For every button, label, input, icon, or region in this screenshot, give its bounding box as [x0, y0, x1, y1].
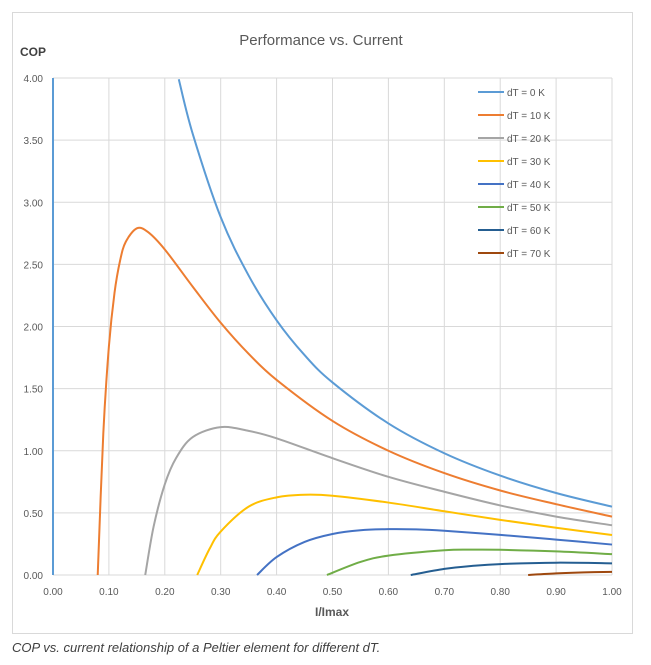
x-axis-label: I/Imax [315, 605, 349, 619]
chart-frame [12, 12, 633, 634]
x-tick-label: 0.30 [211, 587, 231, 598]
x-tick-label: 0.00 [43, 587, 63, 598]
series-line-dt-70k [528, 570, 613, 576]
x-tick-label: 0.20 [155, 587, 175, 598]
x-tick-label: 0.60 [379, 587, 399, 598]
figure-caption: COP vs. current relationship of a Peltie… [12, 640, 381, 655]
series-lines [52, 78, 613, 576]
y-tick-label: 3.50 [24, 136, 44, 147]
y-tick-label: 1.50 [24, 385, 44, 396]
legend-label-dt-70k: dT = 70 K [507, 249, 551, 260]
x-tick-label: 0.40 [267, 587, 287, 598]
series-line-dt-50k [326, 548, 613, 576]
chart-title: Performance vs. Current [239, 32, 403, 49]
legend-label-dt-10k: dT = 10 K [507, 111, 551, 122]
y-tick-label: 0.00 [24, 571, 44, 582]
y-tick-label: 3.00 [24, 198, 44, 209]
gridlines [52, 77, 613, 576]
legend-label-dt-0k: dT = 0 K [507, 88, 545, 99]
series-line-dt-0k [177, 78, 613, 508]
x-tick-label: 0.80 [490, 587, 510, 598]
series-line-dt-30k [196, 493, 613, 576]
series-line-dt-60k [410, 561, 613, 576]
y-tick-label: 0.50 [24, 509, 44, 520]
y-tick-label: 4.00 [24, 74, 44, 85]
y-tick-label: 2.00 [24, 323, 44, 334]
legend-label-dt-20k: dT = 20 K [507, 134, 551, 145]
y-axis-label: COP [20, 45, 46, 59]
tick-labels: 0.00 0.10 0.20 0.30 0.40 0.50 0.60 0.70 0.80 0.90… [24, 74, 623, 598]
x-tick-label: 1.00 [602, 587, 622, 598]
x-tick-label: 0.70 [435, 587, 455, 598]
series-line-dt-20k [144, 425, 613, 576]
y-tick-label: 2.50 [24, 260, 44, 271]
legend-label-dt-50k: dT = 50 K [507, 203, 551, 214]
legend-label-dt-60k: dT = 60 K [507, 226, 551, 237]
legend: dT = 0 K dT = 10 K dT = 20 K dT = 30 K dT = … [478, 88, 551, 260]
legend-label-dt-30k: dT = 30 K [507, 157, 551, 168]
legend-label-dt-40k: dT = 40 K [507, 180, 551, 191]
x-tick-label: 0.50 [323, 587, 343, 598]
y-tick-label: 1.00 [24, 447, 44, 458]
x-tick-label: 0.10 [99, 587, 119, 598]
x-tick-label: 0.90 [546, 587, 566, 598]
series-line-dt-10k [96, 226, 613, 576]
series-line-dt-40k [256, 528, 613, 576]
